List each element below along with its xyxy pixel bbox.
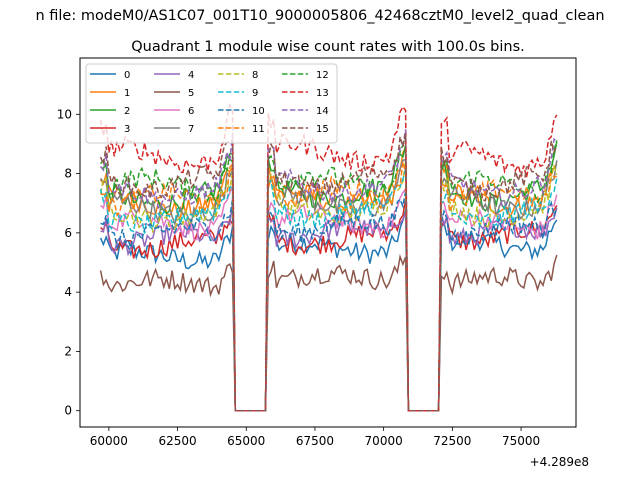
legend-label-10: 10 [252, 106, 265, 117]
legend-label-14: 14 [316, 106, 329, 117]
y-tick-label: 10 [57, 107, 72, 121]
legend-label-7: 7 [188, 124, 194, 135]
series-line-9 [99, 169, 558, 412]
plot-frame [79, 57, 577, 428]
x-offset-label: +4.289e8 [530, 455, 589, 469]
x-tick-label: 60000 [90, 434, 128, 448]
series-line-10 [100, 191, 558, 412]
figure-suptitle: n file: modeM0/AS1C07_001T10_9000005806_… [35, 8, 604, 24]
x-tick-label: 65000 [227, 434, 265, 448]
x-tick-label: 67500 [296, 434, 334, 448]
y-tick-label: 4 [64, 285, 72, 299]
legend-label-0: 0 [124, 70, 130, 81]
legend-label-8: 8 [252, 70, 258, 81]
series-line-5 [99, 253, 558, 412]
legend-label-13: 13 [316, 88, 329, 99]
legend-label-12: 12 [316, 70, 329, 81]
x-tick-label: 75000 [502, 434, 540, 448]
legend-label-9: 9 [252, 88, 258, 99]
series-line-12 [100, 138, 558, 412]
legend-label-2: 2 [124, 106, 130, 117]
series-line-15 [99, 133, 558, 412]
series-line-8 [99, 160, 558, 412]
legend-label-4: 4 [188, 70, 194, 81]
series-layer [99, 102, 558, 412]
y-axis: 0 2 4 6 8 10 [57, 107, 80, 418]
x-axis: 60000 62500 65000 67500 70000 72500 75000 [90, 427, 540, 448]
series-line-13 [99, 102, 558, 412]
legend-label-11: 11 [252, 124, 265, 135]
series-line-14 [100, 129, 558, 412]
y-tick-label: 0 [64, 404, 72, 418]
y-tick-label: 2 [64, 344, 72, 358]
legend-label-5: 5 [188, 88, 194, 99]
legend-box [85, 63, 338, 144]
x-tick-label: 72500 [433, 434, 471, 448]
x-tick-label: 62500 [158, 434, 196, 448]
y-tick-label: 8 [64, 167, 72, 181]
legend-label-15: 15 [316, 124, 329, 135]
axes-title: Quadrant 1 module wise count rates with … [131, 39, 525, 55]
legend-label-1: 1 [124, 88, 130, 99]
legend-label-3: 3 [124, 124, 130, 135]
legend-label-6: 6 [188, 106, 194, 117]
series-line-2 [100, 141, 558, 412]
y-tick-label: 6 [64, 226, 72, 240]
x-tick-label: 70000 [365, 434, 403, 448]
series-line-7 [99, 158, 558, 412]
